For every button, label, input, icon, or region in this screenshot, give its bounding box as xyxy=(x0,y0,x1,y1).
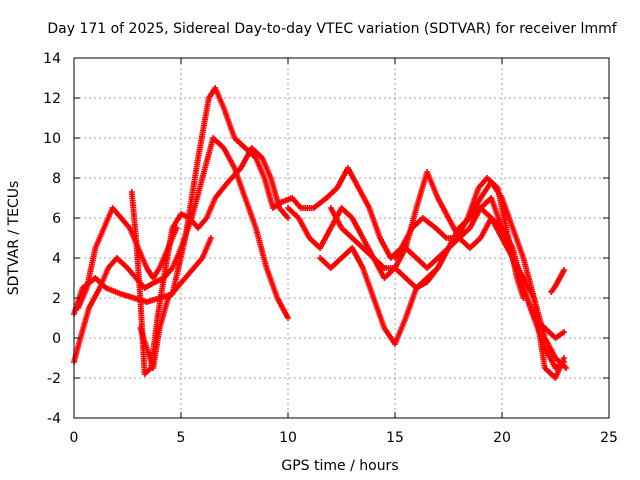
y-tick-label: 4 xyxy=(52,251,61,267)
x-tick-label: 15 xyxy=(386,430,404,446)
series-track-9 xyxy=(392,169,568,371)
y-tick-label: 0 xyxy=(52,331,61,347)
y-tick-label: 12 xyxy=(43,91,61,107)
tick-layer: 0 5 10 15 20 25 -4 -2 0 2 4 6 8 10 12 14 xyxy=(43,51,618,446)
x-tick-label: 10 xyxy=(279,430,297,446)
y-tick-label: -4 xyxy=(47,411,61,427)
x-tick-label: 20 xyxy=(493,430,511,446)
y-tick-label: -2 xyxy=(47,371,61,387)
x-tick-label: 25 xyxy=(600,430,618,446)
grid-layer xyxy=(74,58,609,418)
data-point xyxy=(285,315,291,321)
data-point xyxy=(561,329,568,335)
y-tick-label: 2 xyxy=(52,291,61,307)
series-track-5 xyxy=(137,235,214,371)
data-point xyxy=(561,267,568,273)
series-track-4 xyxy=(128,145,291,377)
data-layer xyxy=(71,85,570,381)
y-tick-label: 14 xyxy=(43,51,61,67)
data-point xyxy=(563,365,570,371)
y-tick-label: 6 xyxy=(52,211,61,227)
data-point xyxy=(561,359,568,365)
x-tick-label: 0 xyxy=(70,430,79,446)
x-tick-label: 5 xyxy=(177,430,186,446)
y-tick-label: 8 xyxy=(52,171,61,187)
x-axis-label: GPS time / hours xyxy=(281,458,398,474)
data-point xyxy=(285,215,291,221)
y-tick-label: 10 xyxy=(43,131,61,147)
data-point xyxy=(207,235,214,241)
chart-title: Day 171 of 2025, Sidereal Day-to-day VTE… xyxy=(47,21,617,37)
y-axis-label: SDTVAR / TECUs xyxy=(6,181,22,296)
plot-frame xyxy=(73,57,610,419)
series-track-10 xyxy=(548,267,568,295)
